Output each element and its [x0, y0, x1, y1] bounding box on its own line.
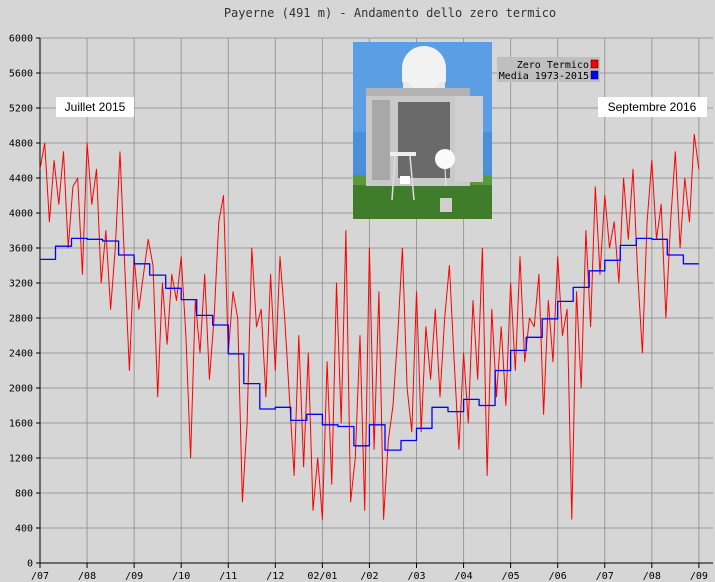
y-tick-label: 6000: [9, 34, 33, 45]
y-tick-label: 4800: [9, 139, 33, 150]
x-tick-label: /07: [31, 571, 49, 582]
x-tick-label: /04: [455, 571, 473, 582]
x-tick-label: /09: [690, 571, 708, 582]
x-tick-label: /08: [643, 571, 661, 582]
x-tick-label: /05: [502, 571, 520, 582]
legend: Zero Termico Media 1973-2015: [497, 57, 600, 82]
annotation-end-label: Septembre 2016: [608, 100, 697, 114]
y-tick-label: 5200: [9, 104, 33, 115]
y-tick-label: 2800: [9, 314, 33, 325]
x-tick-label: 02/01: [307, 571, 337, 582]
y-tick-label: 4000: [9, 209, 33, 220]
legend-box: [497, 57, 600, 82]
y-tick-label: 800: [15, 489, 33, 500]
series-line-zero-termico: [39, 133, 700, 520]
x-tick-label: /09: [125, 571, 143, 582]
x-tick-label: /10: [172, 571, 190, 582]
y-tick-label: 3200: [9, 279, 33, 290]
axes: [36, 37, 713, 568]
y-tick-label: 1200: [9, 454, 33, 465]
y-tick-label: 2400: [9, 349, 33, 360]
y-tick-label: 5600: [9, 69, 33, 80]
x-tick-label: /11: [219, 571, 237, 582]
weather-station-balloon-photo: [353, 42, 492, 219]
x-tick-label: /12: [266, 571, 284, 582]
x-tick-labels: /07/08/09/10/11/12 02/01/02/03/04/05/06/0…: [31, 571, 708, 582]
legend-swatch-zero-termico: [590, 59, 599, 69]
legend-entry-zero-termico: Zero Termico: [517, 60, 589, 71]
y-tick-label: 400: [15, 524, 33, 535]
series-line-media-1973-2015: [40, 237, 699, 451]
y-tick-label: 1600: [9, 419, 33, 430]
x-tick-label: /06: [549, 571, 567, 582]
series-lines: [39, 133, 700, 520]
y-tick-labels: 0 400 800 1200 1600 2000 2400 2800 3200 3600 4000 4…: [9, 34, 33, 570]
y-tick-label: 2000: [9, 384, 33, 395]
x-tick-label: /07: [596, 571, 614, 582]
annotation-juillet-2015: Juillet 2015: [56, 97, 134, 117]
y-tick-label: 0: [27, 559, 33, 570]
y-tick-label: 4400: [9, 174, 33, 185]
x-tick-label: /08: [78, 571, 96, 582]
x-tick-label: /03: [407, 571, 425, 582]
legend-entry-media: Media 1973-2015: [499, 71, 589, 82]
x-tick-label: /02: [360, 571, 378, 582]
chart-title: Payerne (491 m) - Andamento dello zero t…: [224, 6, 556, 20]
annotation-start-label: Juillet 2015: [65, 100, 126, 114]
annotation-septembre-2016: Septembre 2016: [598, 97, 707, 117]
y-tick-label: 3600: [9, 244, 33, 255]
legend-swatch-media: [590, 70, 599, 80]
